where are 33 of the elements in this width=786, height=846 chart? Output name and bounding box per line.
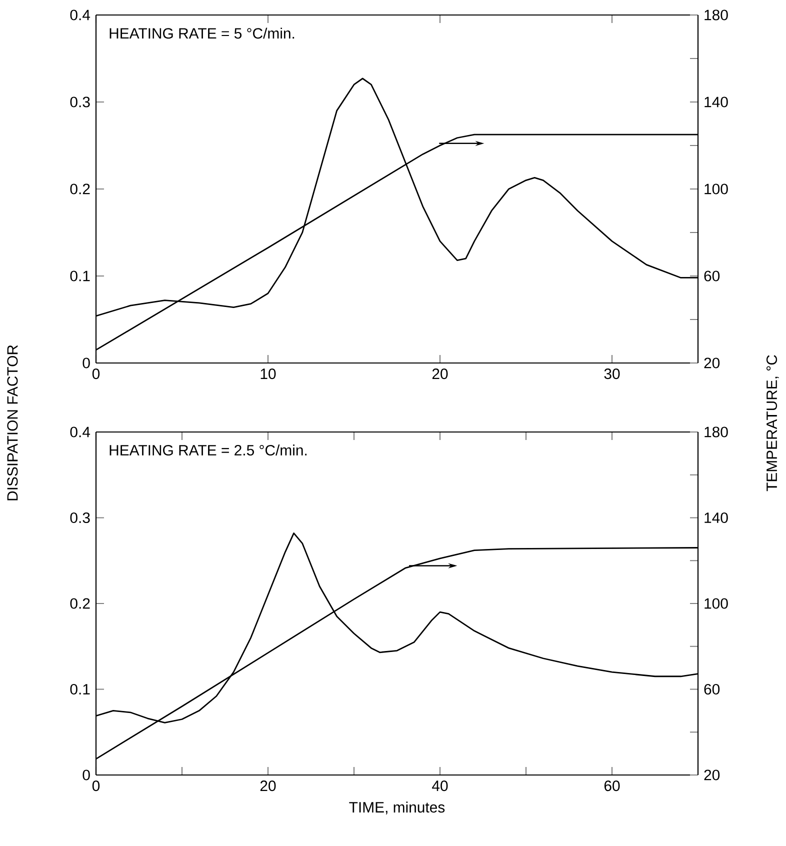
x-tick-label: 0 bbox=[92, 368, 100, 380]
y-tick-label: 0 bbox=[82, 770, 90, 780]
y-tick-label: 0.3 bbox=[70, 512, 90, 524]
y2-tick-label: 20 bbox=[704, 358, 720, 368]
y-tick-label: 0.1 bbox=[70, 684, 90, 695]
y2-tick-label: 180 bbox=[704, 426, 728, 438]
y2-tick-label: 100 bbox=[704, 184, 728, 194]
y2-tick-label: 140 bbox=[704, 512, 728, 524]
x-tick-label: 30 bbox=[604, 368, 620, 380]
x-tick-label: 0 bbox=[92, 780, 100, 792]
y2-axis-title: TEMPERATURE, °C bbox=[766, 355, 779, 492]
y2-tick-label: 180 bbox=[704, 10, 728, 20]
x-axis-title: TIME, minutes bbox=[349, 802, 445, 814]
y2-tick-label: 60 bbox=[704, 270, 720, 282]
y-tick-label: 0 bbox=[82, 358, 90, 368]
y-tick-label: 0.4 bbox=[70, 426, 90, 438]
y-tick-label: 0.2 bbox=[70, 598, 90, 609]
y2-tick-label: 60 bbox=[704, 684, 720, 695]
x-tick-label: 20 bbox=[260, 780, 276, 792]
y-tick-label: 0.3 bbox=[70, 96, 90, 108]
x-tick-label: 10 bbox=[260, 368, 276, 380]
x-tick-label: 20 bbox=[432, 368, 448, 380]
y2-tick-label: 140 bbox=[704, 96, 728, 108]
x-tick-label: 40 bbox=[432, 780, 448, 792]
y2-tick-label: 100 bbox=[704, 598, 728, 609]
y-tick-label: 0.2 bbox=[70, 184, 90, 194]
y2-tick-label: 20 bbox=[704, 770, 720, 780]
y-tick-label: 0.4 bbox=[70, 10, 90, 20]
annotation: HEATING RATE = 5 °C/min. bbox=[110, 28, 294, 39]
y-axis-title: DISSIPATION FACTOR bbox=[7, 345, 18, 500]
annotation: HEATING RATE = 2.5 °C/min. bbox=[110, 444, 307, 456]
y-tick-label: 0.1 bbox=[70, 270, 90, 282]
x-tick-label: 60 bbox=[604, 780, 620, 792]
